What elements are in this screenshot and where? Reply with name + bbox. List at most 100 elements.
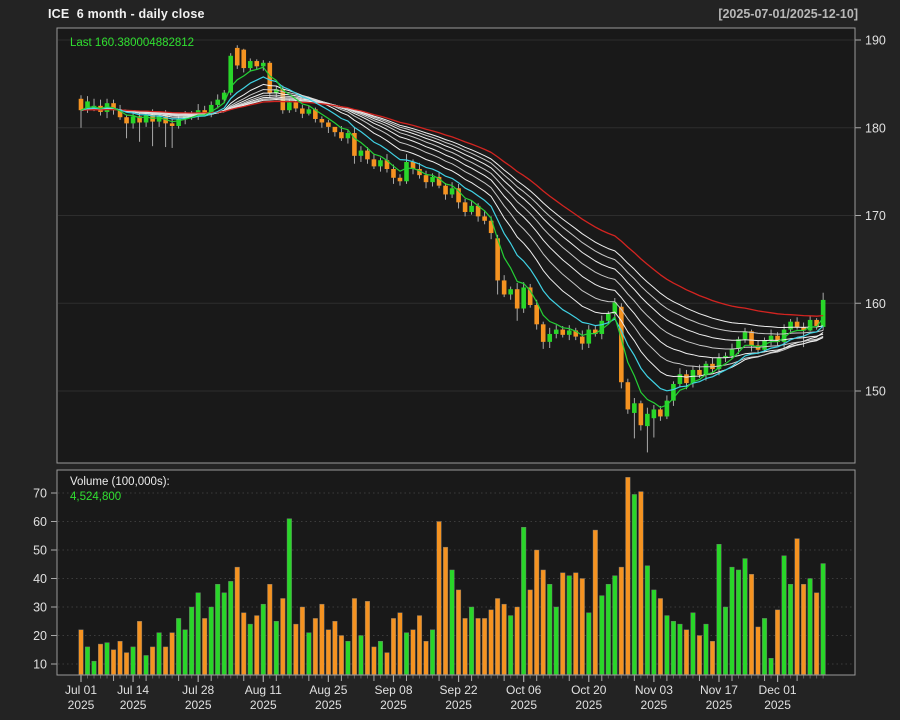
volume-bar [280,598,286,675]
candle-body [300,108,305,114]
candle-body [410,161,416,169]
volume-bar [436,521,442,675]
candle-body [645,413,650,427]
candle-body [124,117,129,124]
volume-bar [104,642,110,675]
candle-body [397,177,403,182]
volume-bar [775,609,781,675]
price-axis-label: 160 [865,297,886,311]
candle-body [586,329,592,344]
candle-body [781,329,787,342]
volume-bar [404,632,410,675]
volume-bar [417,615,423,675]
candle-body [130,116,136,124]
candle-body [391,168,396,178]
volume-title-label: Volume (100,000s): [70,476,170,488]
volume-bar [475,618,481,675]
candle-body [247,61,253,69]
volume-bar [286,518,292,675]
volume-bar [807,578,813,675]
volume-bar [664,615,670,675]
candle-body [378,160,383,167]
candle-body [736,339,741,349]
volume-bar [553,606,559,675]
candle-body [384,160,390,169]
volume-bar [469,606,475,675]
candle-body [547,333,553,342]
candle-body [254,61,260,67]
candle-body [697,369,702,376]
candle-body [352,133,357,156]
volume-bar [709,641,715,675]
candle-body [306,109,312,114]
volume-bar [241,612,247,675]
volume-bar [254,615,260,675]
candle-body [169,123,175,126]
x-axis-label-year: 2025 [764,698,791,712]
candle-body [469,205,474,212]
candle-body [234,47,240,66]
x-axis-label-year: 2025 [315,698,342,712]
volume-bar [482,618,488,675]
candle-body [664,400,670,417]
candle-body [723,355,728,358]
candle-body [228,55,234,93]
candles-layer [78,45,826,453]
volume-bar [820,563,826,675]
candle-body [612,302,618,314]
candle-body [716,357,722,370]
candle-body [488,220,494,234]
volume-bar [794,538,800,675]
candle-body [85,101,90,111]
volume-axis-label: 60 [33,515,47,529]
candle-body [534,305,539,325]
candle-body [195,110,201,114]
volume-bar [306,632,312,675]
volume-bar [117,641,123,675]
candle-body [456,188,461,203]
volume-bar [749,574,755,675]
candle-body [267,62,273,94]
x-axis-label-year: 2025 [250,698,277,712]
volume-bar [729,566,735,675]
candle-body [677,374,683,384]
volume-bar [234,566,240,675]
x-axis-label-year: 2025 [185,698,212,712]
volume-bar [371,646,377,675]
volume-bar [319,603,325,675]
volume-bar [215,584,221,675]
candle-body [742,331,748,340]
volume-bar [312,618,318,675]
candle-body [111,103,116,111]
candle-body [78,98,84,111]
volume-bar [547,584,553,675]
x-axis-label-year: 2025 [641,698,668,712]
candle-body [371,159,377,167]
volume-bar [670,621,676,675]
volume-bar [98,643,104,675]
candle-body [117,110,123,118]
volume-bar [260,603,266,675]
x-axis-label: Oct 20 [571,683,607,697]
volume-bar [169,632,175,675]
volume-axis-label: 70 [33,487,47,501]
candle-body [345,133,351,139]
volume-bar [325,629,331,675]
volume-bar [573,572,579,675]
candle-body [703,363,709,376]
candle-body [606,313,611,321]
chart-title: ICE 6 month - daily close [48,7,205,21]
candle-body [573,330,579,337]
x-axis-label-year: 2025 [120,698,147,712]
volume-bar [332,621,338,675]
x-axis-label: Nov 17 [700,683,738,697]
x-axis-label-year: 2025 [380,698,407,712]
candle-body [365,150,370,160]
volume-bar [495,598,501,675]
volume-bar [534,549,540,675]
volume-bar [143,655,149,675]
volume-bar [423,641,429,675]
candle-body [221,92,227,100]
candle-body [619,306,624,383]
